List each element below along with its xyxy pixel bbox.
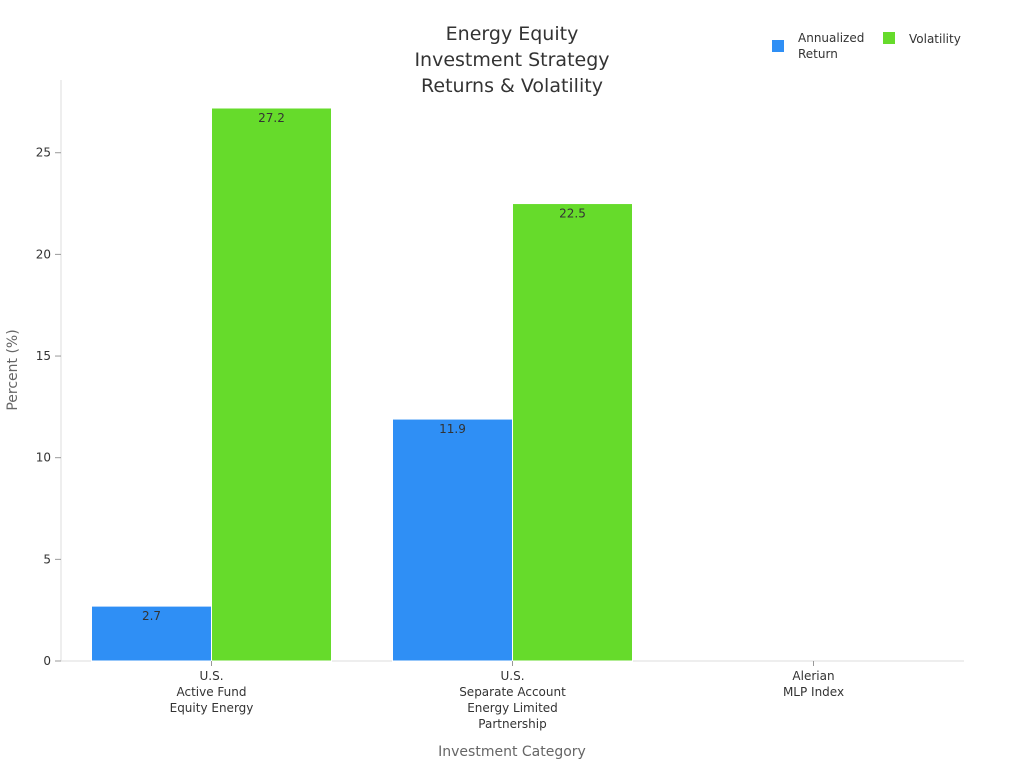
y-axis-title: Percent (%) <box>5 329 21 410</box>
x-tick-label: Separate Account <box>459 685 566 699</box>
x-tick-label: Active Fund <box>176 685 246 699</box>
data-label: 11.9 <box>439 422 466 436</box>
x-tick-label: Partnership <box>478 717 546 731</box>
data-label: 22.5 <box>559 207 586 221</box>
bar <box>392 418 513 662</box>
chart-title-line: Returns & Volatility <box>421 75 603 97</box>
y-tick-label: 10 <box>36 451 51 465</box>
legend-label-annualized-return: Return <box>798 47 838 61</box>
x-tick-label: Equity Energy <box>170 701 254 715</box>
chart-title: Energy Equity Investment Strategy Return… <box>414 23 609 97</box>
legend-swatch-annualized-return <box>772 40 784 52</box>
legend-swatch-volatility <box>883 32 895 44</box>
chart-title-line: Investment Strategy <box>414 49 609 71</box>
chart-title-line: Energy Equity <box>446 23 579 45</box>
y-tick-label: 20 <box>36 247 51 261</box>
bar <box>512 203 633 662</box>
y-tick-label: 0 <box>43 654 51 668</box>
x-tick-label: U.S. <box>199 669 223 683</box>
y-tick-label: 25 <box>36 146 51 160</box>
legend: Annualized Return Volatility <box>772 31 961 61</box>
x-tick-label: U.S. <box>500 669 524 683</box>
y-tick-label: 5 <box>43 552 51 566</box>
x-tick-label: MLP Index <box>783 685 844 699</box>
data-label: 2.7 <box>142 609 161 623</box>
legend-label-volatility: Volatility <box>909 32 961 46</box>
bar <box>91 605 212 662</box>
data-label: 27.2 <box>258 111 285 125</box>
x-tick-label: Alerian <box>792 669 834 683</box>
bar <box>211 107 332 662</box>
x-tick-label: Energy Limited <box>467 701 558 715</box>
x-axis-title: Investment Category <box>438 744 586 760</box>
y-tick-label: 15 <box>36 349 51 363</box>
legend-label-annualized-return: Annualized <box>798 31 864 45</box>
plot-area: 0 5 10 15 20 25 2.7 27.2 U.S. Active Fund Equity E… <box>36 80 964 731</box>
